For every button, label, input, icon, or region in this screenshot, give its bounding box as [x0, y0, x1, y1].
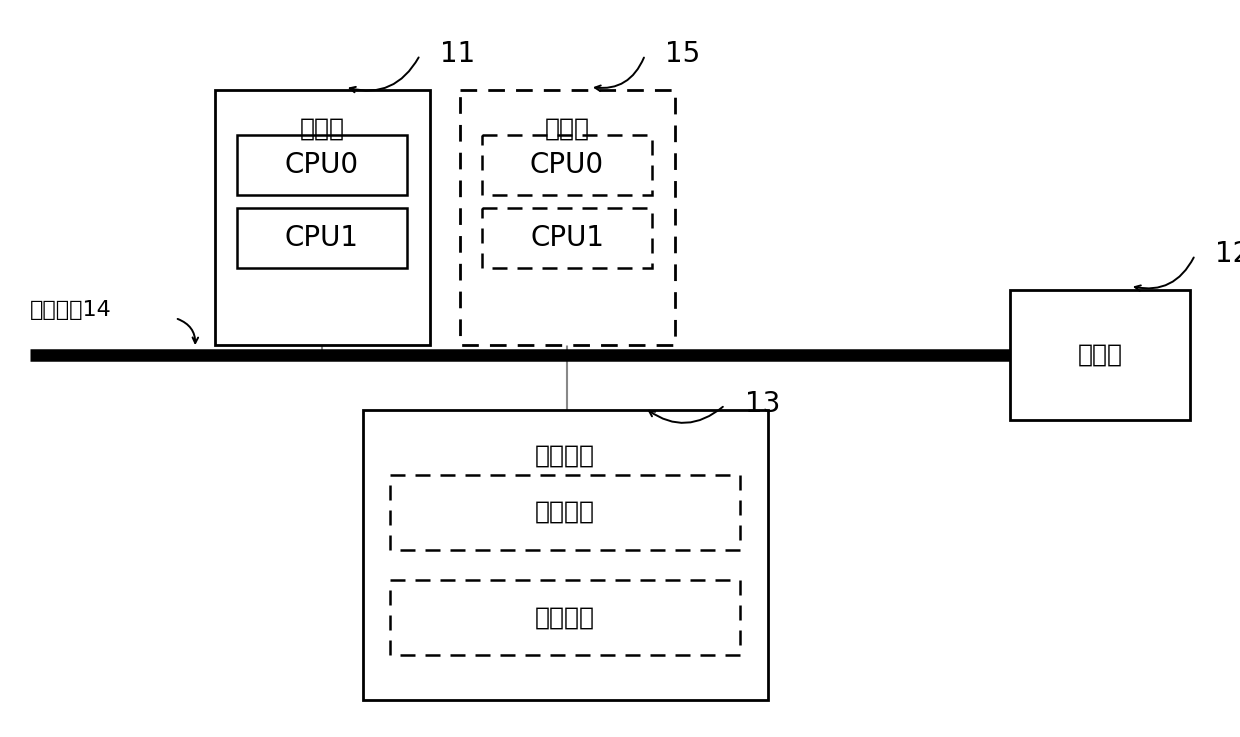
Text: 处理器: 处理器 [300, 117, 345, 141]
Bar [391, 580, 740, 655]
Text: 处理器: 处理器 [544, 117, 589, 141]
Text: 存储器: 存储器 [1078, 343, 1122, 367]
Bar [460, 90, 675, 345]
Text: CPU1: CPU1 [529, 224, 604, 252]
Bar [237, 208, 407, 268]
Text: 接收单元: 接收单元 [534, 500, 595, 524]
Text: CPU0: CPU0 [285, 151, 360, 179]
Bar [482, 135, 652, 195]
Bar [237, 135, 407, 195]
Bar [363, 410, 768, 700]
Text: 通信总线14: 通信总线14 [30, 300, 112, 320]
Text: 12: 12 [1215, 240, 1240, 268]
Bar [1011, 290, 1190, 420]
Text: CPU1: CPU1 [285, 224, 360, 252]
Bar [391, 475, 740, 550]
Bar [482, 208, 652, 268]
Bar [215, 90, 430, 345]
Text: 11: 11 [440, 40, 475, 68]
Text: 15: 15 [665, 40, 701, 68]
Text: 发送单元: 发送单元 [534, 606, 595, 630]
Text: CPU0: CPU0 [529, 151, 604, 179]
Text: 13: 13 [745, 390, 780, 418]
Text: 通信接口: 通信接口 [534, 444, 595, 468]
